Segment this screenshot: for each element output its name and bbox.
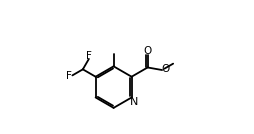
Text: F: F — [86, 51, 92, 61]
Text: O: O — [144, 46, 152, 56]
Text: N: N — [130, 97, 138, 107]
Text: F: F — [66, 71, 72, 81]
Text: O: O — [162, 64, 170, 75]
